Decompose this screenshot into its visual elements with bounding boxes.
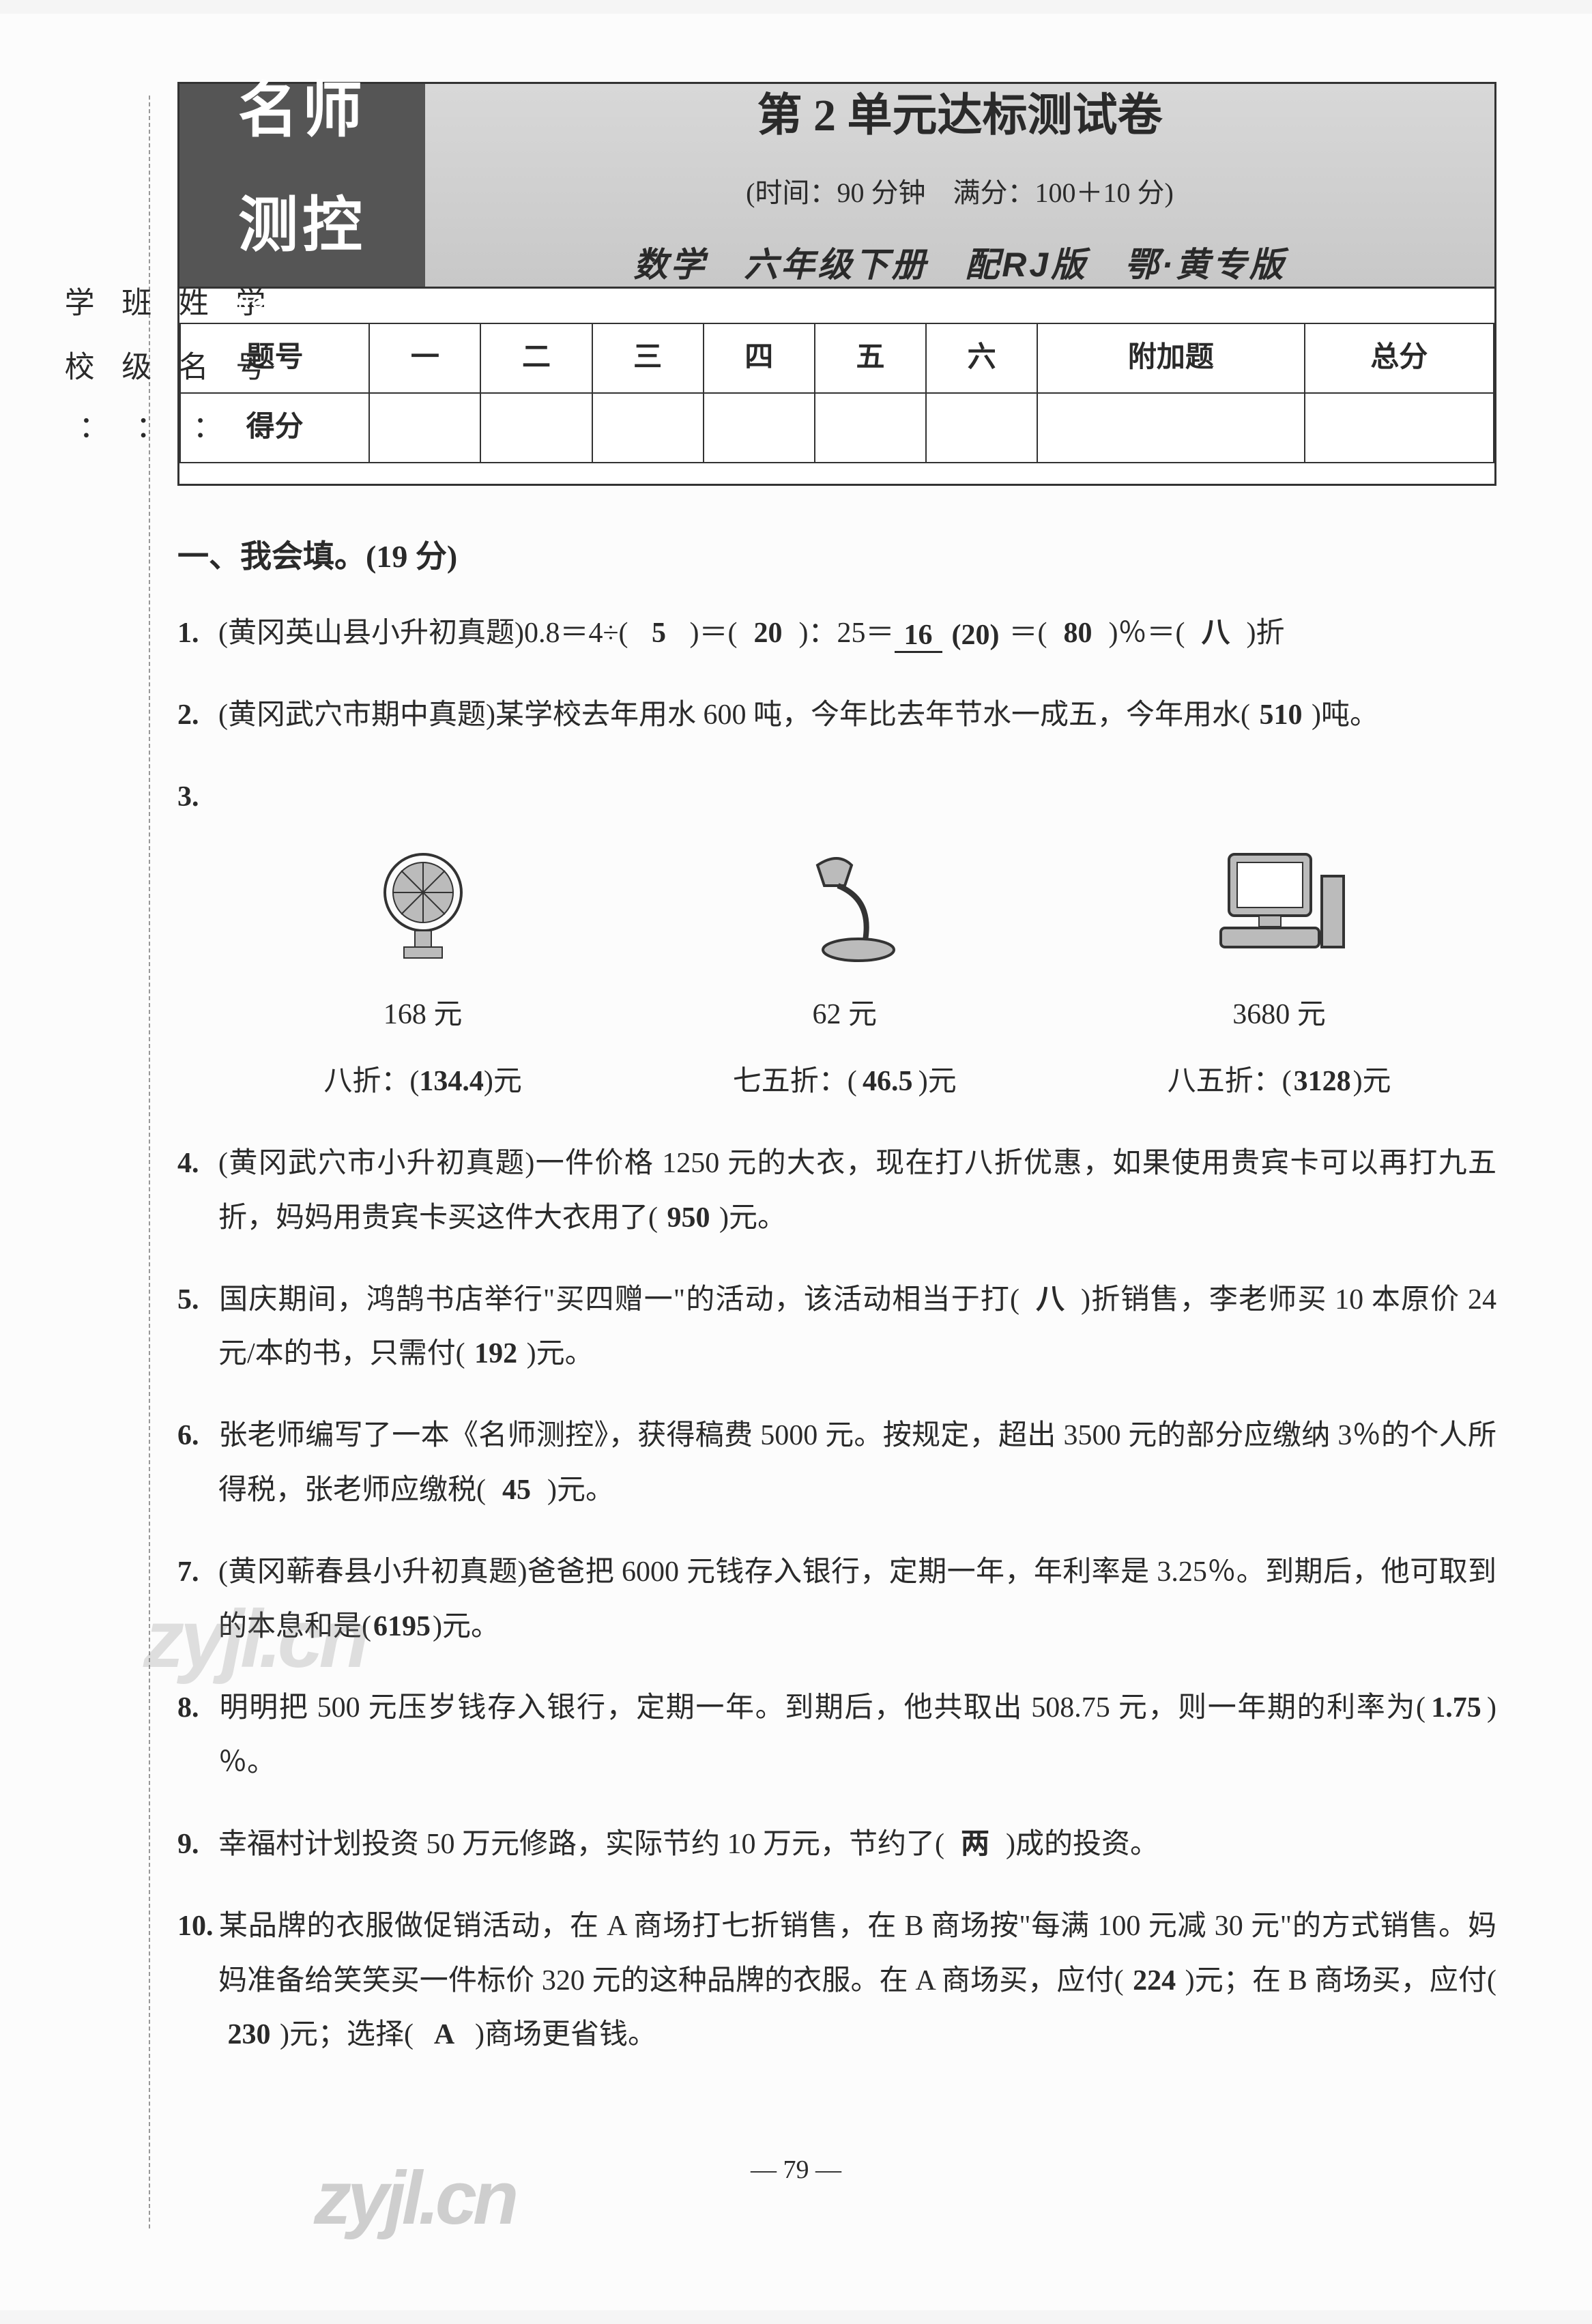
q1-fraction: 16(20)	[895, 620, 1009, 651]
score-header-row: 题号 一 二 三 四 五 六 附加题 总分	[180, 323, 1494, 393]
section-1-title: 一、我会填。(19 分)	[177, 527, 1496, 586]
score-cell[interactable]	[815, 393, 926, 463]
col-total: 总分	[1305, 323, 1494, 393]
label-name: 姓名：	[162, 287, 219, 479]
q9-ans: 两	[944, 1818, 1006, 1872]
q4-num: 4.	[177, 1137, 218, 1191]
q3-item-fan: 168 元 八折：(134.4)元	[323, 838, 522, 1109]
col-3: 三	[592, 323, 704, 393]
test-title: 第 2 单元达标测试卷	[425, 73, 1494, 158]
score-cell[interactable]	[704, 393, 815, 463]
fan-icon	[355, 838, 491, 974]
logo-line-2: 测控	[238, 168, 366, 282]
score-cell[interactable]	[926, 393, 1037, 463]
banner: 名师 测控 MINGSHI CEKONG 第 2 单元达标测试卷 (时间：90 …	[179, 84, 1494, 289]
q3-num: 3.	[177, 770, 218, 825]
q10-ans-3: A	[414, 2008, 475, 2063]
brand-logo: 名师 测控 MINGSHI CEKONG	[179, 84, 425, 287]
q1-ans-4: 80	[1047, 607, 1109, 661]
score-cell[interactable]	[1037, 393, 1304, 463]
computer-icon	[1204, 838, 1355, 974]
q3-items: 168 元 八折：(134.4)元 62 元 七五折：(46.5)元	[218, 838, 1496, 1109]
score-cell[interactable]	[480, 393, 592, 463]
q5-num: 5.	[177, 1273, 218, 1328]
watermark-lower: zyjl.cn	[314, 2127, 515, 2269]
q1-ans-1: 5	[628, 607, 690, 661]
q3-item-lamp: 62 元 七五折：(46.5)元	[733, 838, 957, 1109]
q9-num: 9.	[177, 1818, 218, 1872]
question-9: 9.幸福村计划投资 50 万元修路，实际节约 10 万元，节约了(两)成的投资。	[218, 1818, 1496, 1872]
score-value-row: 得分	[180, 393, 1494, 463]
question-2: 2.(黄冈武穴市期中真题)某学校去年用水 600 吨，今年比去年节水一成五，今年…	[218, 688, 1496, 743]
question-8: 8.明明把 500 元压岁钱存入银行，定期一年。到期后，他共取出 508.75 …	[218, 1681, 1496, 1790]
q3-item3-price: 3680 元	[1168, 988, 1391, 1043]
q3-item1-price: 168 元	[323, 988, 522, 1043]
logo-pinyin: MINGSHI CEKONG	[216, 289, 389, 317]
test-subtitle: (时间：90 分钟 满分：100＋10 分)	[425, 167, 1494, 219]
question-5: 5.国庆期间，鸿鹄书店举行"买四赠一"的活动，该活动相当于打(八)折销售，李老师…	[218, 1273, 1496, 1382]
q6-ans: 45	[486, 1464, 547, 1518]
q3-item2-ans: 46.5	[857, 1055, 918, 1109]
q10-num: 10.	[177, 1900, 218, 1954]
q3-item2-price: 62 元	[733, 988, 957, 1043]
col-extra: 附加题	[1037, 323, 1304, 393]
col-1: 一	[369, 323, 480, 393]
question-10: 10.某品牌的衣服做促销活动，在 A 商场打七折销售，在 B 商场按"每满 10…	[218, 1900, 1496, 2063]
q1-ans-5: 八	[1185, 607, 1247, 661]
q4-ans: 950	[658, 1191, 719, 1246]
q2-num: 2.	[177, 688, 218, 743]
q5-ans-1: 八	[1019, 1273, 1081, 1328]
col-4: 四	[704, 323, 815, 393]
col-5: 五	[815, 323, 926, 393]
q5-ans-2: 192	[465, 1327, 527, 1382]
q2-source: (黄冈武穴市期中真题)	[218, 699, 495, 731]
label-school: 学校：	[48, 287, 105, 479]
q1-ans-2: 20	[738, 607, 799, 661]
score-cell[interactable]	[369, 393, 480, 463]
banner-center: 第 2 单元达标测试卷 (时间：90 分钟 满分：100＋10 分) 数学 六年…	[425, 84, 1494, 287]
q10-ans-2: 230	[218, 2008, 280, 2063]
question-1: 1.(黄冈英山县小升初真题)0.8＝4÷(5)＝(20)：25＝16(20)＝(…	[218, 607, 1496, 661]
q3-item1-ans: 134.4	[419, 1055, 484, 1109]
q3-item-computer: 3680 元 八五折：(3128)元	[1168, 838, 1391, 1109]
question-list: 1.(黄冈英山县小升初真题)0.8＝4÷(5)＝(20)：25＝16(20)＝(…	[177, 607, 1496, 2063]
label-class: 班级：	[105, 287, 162, 479]
q3-item3-ans: 3128	[1292, 1055, 1353, 1109]
score-cell[interactable]	[592, 393, 704, 463]
question-7: 7.(黄冈蕲春县小升初真题)爸爸把 6000 元钱存入银行，定期一年，年利率是 …	[218, 1545, 1496, 1655]
q7-ans: 6195	[371, 1600, 433, 1655]
header-box: 名师 测控 MINGSHI CEKONG 第 2 单元达标测试卷 (时间：90 …	[177, 82, 1496, 486]
q8-ans: 1.75	[1425, 1681, 1487, 1736]
col-6: 六	[926, 323, 1037, 393]
question-4: 4.(黄冈武穴市小升初真题)一件价格 1250 元的大衣，现在打八折优惠，如果使…	[218, 1137, 1496, 1246]
question-3: 3. 168 元 八折：(134.4)元	[218, 770, 1496, 1109]
question-6: 6.张老师编写了一本《名师测控》，获得稿费 5000 元。按规定，超出 3500…	[218, 1409, 1496, 1518]
q6-num: 6.	[177, 1409, 218, 1464]
test-edition: 数学 六年级下册 配RJ版 鄂·黄专版	[425, 233, 1494, 297]
watermark-upper: zyjl.cn	[143, 1561, 365, 1717]
col-2: 二	[480, 323, 592, 393]
worksheet-page: 学号： 姓名： 班级： 学校： 名师 测控 MINGSHI CEKONG 第 2…	[0, 14, 1592, 2310]
score-cell[interactable]	[1305, 393, 1494, 463]
lamp-icon	[777, 838, 913, 974]
q2-ans: 510	[1250, 688, 1312, 743]
page-number: — 79 —	[0, 2145, 1592, 2194]
score-table: 题号 一 二 三 四 五 六 附加题 总分 得分	[179, 323, 1494, 463]
logo-line-1: 名师	[238, 53, 366, 167]
q4-source: (黄冈武穴市小升初真题)	[218, 1148, 534, 1179]
binding-labels: 学号： 姓名： 班级： 学校：	[48, 287, 276, 656]
q10-ans-1: 224	[1124, 1954, 1185, 2009]
